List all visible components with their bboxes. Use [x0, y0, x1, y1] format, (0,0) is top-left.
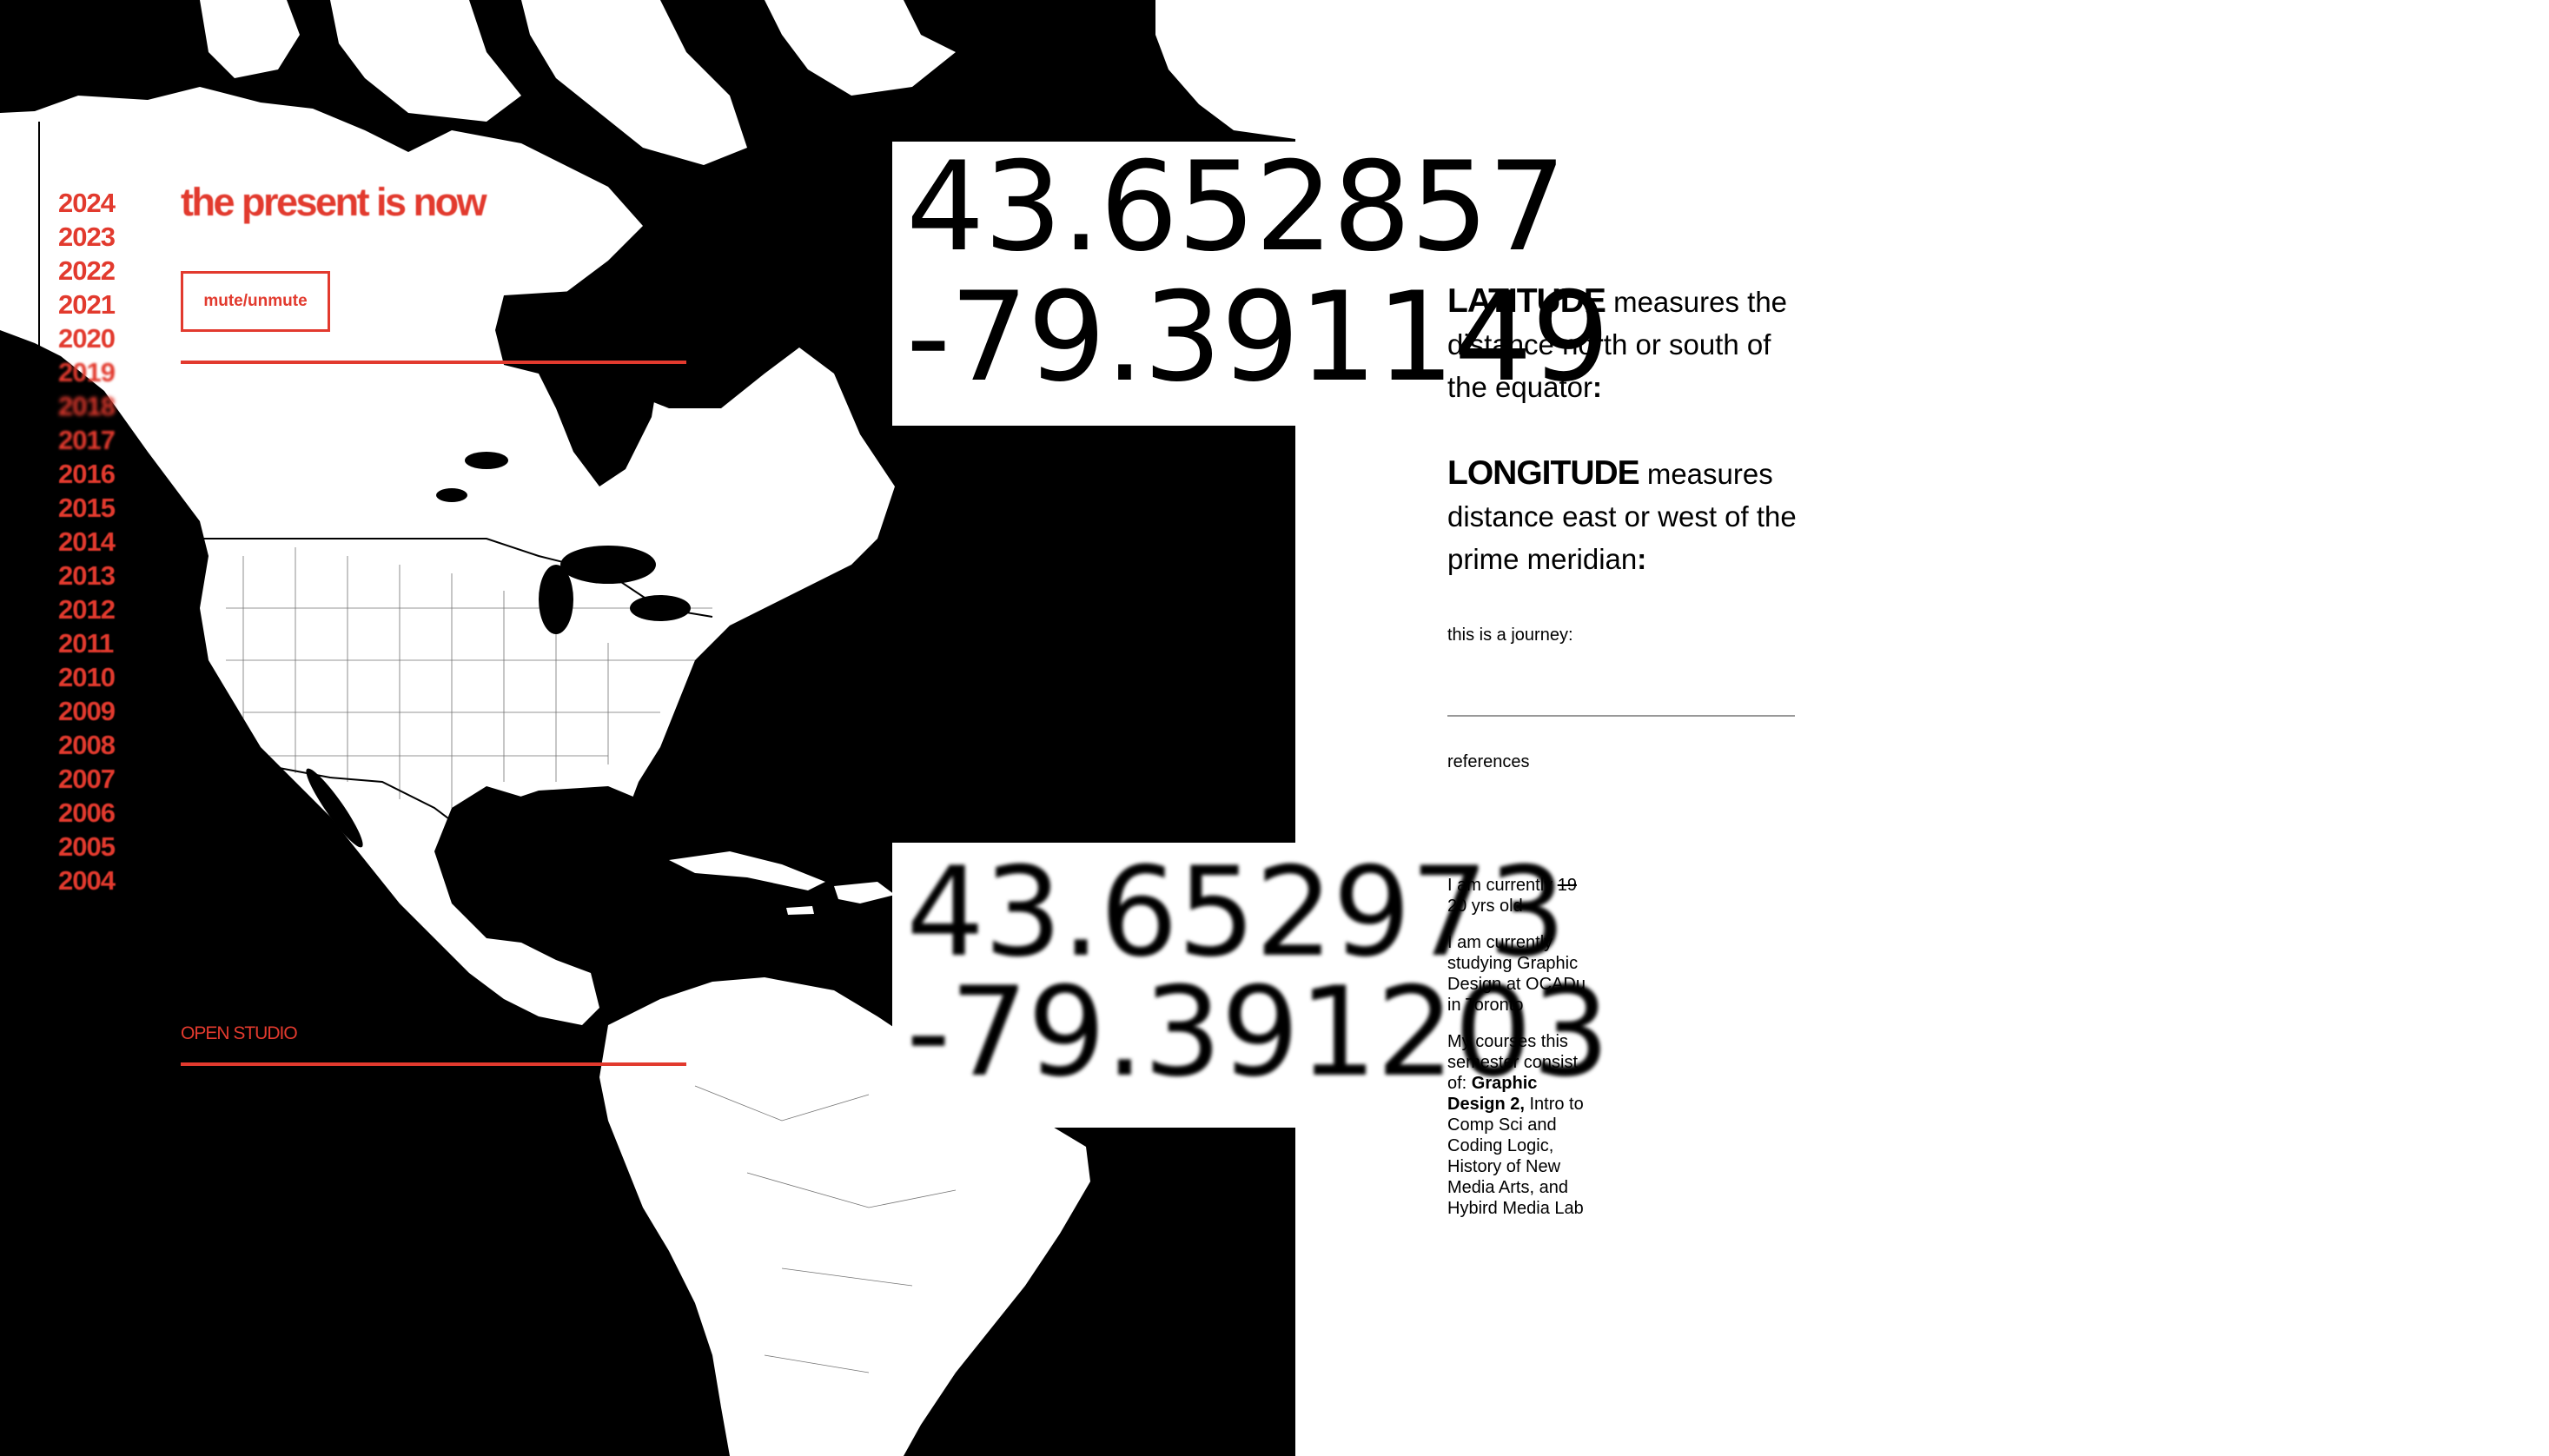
- north-america-landmass: [0, 87, 895, 1025]
- bio-age-prefix: I am currently: [1447, 876, 1558, 895]
- longitude-readout: -79.391149: [906, 266, 1610, 409]
- year-item[interactable]: 2024: [58, 188, 116, 218]
- year-item[interactable]: 2006: [58, 797, 116, 828]
- year-item[interactable]: 2005: [58, 831, 116, 862]
- page-title: the present is now: [181, 180, 487, 224]
- cuba: [669, 851, 825, 890]
- year-item[interactable]: 2018: [58, 391, 116, 421]
- coordinate-panel: [892, 142, 1295, 426]
- longitude-term: LONGITUDE: [1447, 454, 1640, 492]
- arctic-island: [330, 0, 521, 122]
- divider: [1447, 715, 1795, 717]
- open-studio-link[interactable]: OPEN STUDIO: [181, 1023, 298, 1043]
- arctic-island: [521, 0, 747, 165]
- year-item[interactable]: 2022: [58, 255, 116, 286]
- bio-courses: My courses this semester consist of: Gra…: [1447, 1031, 1595, 1219]
- year-list: 2024 2023 2022 2021 2020 2019 2018 2017 …: [58, 186, 116, 897]
- year-item[interactable]: 2020: [58, 323, 116, 354]
- gulf-of-california: [306, 768, 363, 848]
- bio-text: I am currently 19 20 yrs old I am curren…: [1447, 875, 1595, 1234]
- great-lake: [539, 565, 573, 634]
- year-item[interactable]: 2010: [58, 662, 116, 692]
- bio-study: I am currently studying Graphic Design a…: [1447, 933, 1586, 1015]
- great-lake: [465, 452, 508, 469]
- arctic-island: [765, 0, 956, 96]
- latitude-colon: :: [1592, 371, 1602, 403]
- year-item[interactable]: 2007: [58, 764, 116, 794]
- bio-courses-bold: Graphic Design 2,: [1447, 1074, 1538, 1114]
- longitude-text: measures distance east or west of the pr…: [1447, 458, 1797, 575]
- bio-age: I am currently 19 20 yrs old: [1447, 875, 1595, 917]
- latitude-definition: LATITUDE measures the distance north or …: [1447, 280, 1812, 408]
- year-item[interactable]: 2019: [58, 357, 116, 387]
- great-lake: [560, 546, 656, 584]
- latitude-readout: 43.652857: [906, 136, 1566, 279]
- divider: [181, 361, 686, 364]
- greenland: [1155, 0, 1295, 139]
- mute-toggle-button[interactable]: mute/unmute: [181, 271, 330, 332]
- hispaniola: [834, 882, 895, 903]
- bio-courses-rest: Intro to Comp Sci and Coding Logic, Hist…: [1447, 1095, 1584, 1218]
- hudson-bay: [495, 291, 660, 486]
- year-item[interactable]: 2008: [58, 730, 116, 760]
- great-lake: [436, 488, 467, 502]
- jamaica: [786, 906, 814, 915]
- year-item[interactable]: 2016: [58, 459, 116, 489]
- year-item[interactable]: 2021: [58, 289, 116, 320]
- year-item[interactable]: 2023: [58, 222, 116, 252]
- year-item[interactable]: 2004: [58, 865, 116, 896]
- coordinate-panel: [892, 843, 1295, 1128]
- year-item[interactable]: 2009: [58, 696, 116, 726]
- references-link[interactable]: references: [1447, 752, 1530, 771]
- year-item[interactable]: 2017: [58, 425, 116, 455]
- bio-courses-intro: My courses this semester consist of:: [1447, 1032, 1579, 1093]
- bio-age-value: 20 yrs old: [1447, 897, 1523, 916]
- arctic-island: [200, 0, 300, 78]
- year-item[interactable]: 2014: [58, 526, 116, 557]
- year-item[interactable]: 2012: [58, 594, 116, 625]
- year-item[interactable]: 2015: [58, 493, 116, 523]
- gulf-of-mexico: [487, 786, 686, 886]
- longitude-colon: :: [1637, 543, 1647, 575]
- journey-label: this is a journey:: [1447, 625, 1573, 645]
- longitude-readout: -79.391203: [906, 961, 1610, 1104]
- longitude-definition: LONGITUDE measures distance east or west…: [1447, 452, 1812, 580]
- year-item[interactable]: 2013: [58, 560, 116, 591]
- latitude-text: measures the distance north or south of …: [1447, 286, 1788, 403]
- year-item[interactable]: 2011: [58, 628, 114, 659]
- us-mexico-border: [260, 764, 470, 835]
- bio-age-struck: 19: [1557, 876, 1577, 895]
- latitude-readout: 43.652973: [906, 841, 1566, 984]
- latitude-term: LATITUDE: [1447, 282, 1606, 320]
- divider: [181, 1062, 686, 1066]
- canada-us-border: [200, 538, 713, 618]
